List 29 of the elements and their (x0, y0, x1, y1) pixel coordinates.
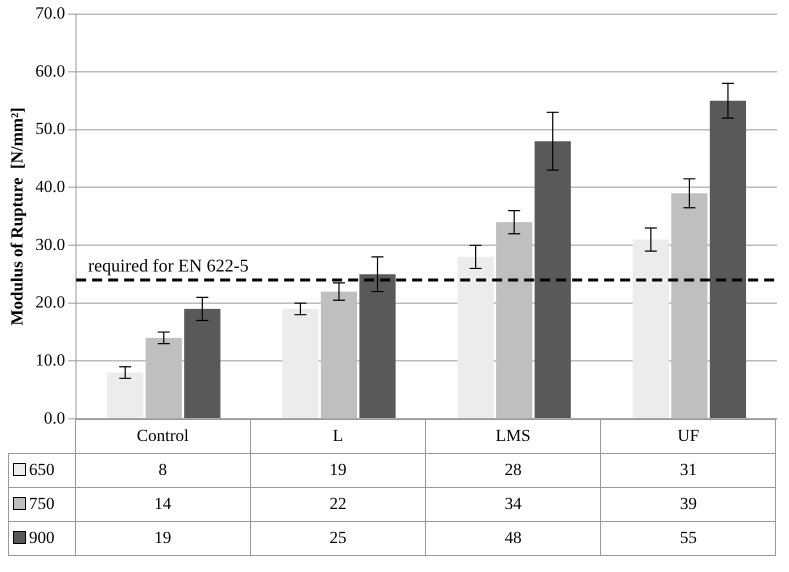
y-tick-label: 40.0 (35, 176, 66, 196)
data-label: 28 (426, 453, 601, 488)
y-tick-label: 70.0 (35, 3, 66, 22)
data-label: 8 (75, 453, 250, 488)
legend-label: 900 (8, 521, 76, 556)
x-tick-label: LMS (426, 419, 601, 454)
legend-label: 650 (8, 453, 76, 488)
y-tick-label: 0.0 (44, 408, 66, 428)
legend-label: 750 (8, 487, 76, 522)
ref-line-label: required for EN 622-5 (88, 256, 249, 276)
data-label: 14 (75, 487, 250, 522)
data-label: 34 (426, 487, 601, 522)
y-tick-label: 10.0 (35, 350, 66, 370)
data-label: 48 (426, 521, 601, 556)
y-tick-label: 20.0 (35, 292, 66, 312)
data-label: 25 (250, 521, 426, 556)
y-tick-label: 60.0 (35, 61, 66, 80)
y-tick-label: 50.0 (35, 119, 66, 138)
data-label: 31 (600, 453, 776, 488)
data-label: 19 (250, 453, 426, 488)
data-label: 55 (600, 521, 776, 556)
x-tick-label: UF (600, 419, 776, 454)
x-tick-label: L (250, 419, 426, 454)
data-label: 39 (600, 487, 776, 522)
x-tick-label: Control (75, 419, 250, 454)
y-tick-label: 30.0 (35, 234, 66, 254)
data-label: 19 (75, 521, 250, 556)
y-axis-title: Modulus of Rupture [N/mm²] (8, 107, 27, 326)
data-label: 22 (250, 487, 426, 522)
